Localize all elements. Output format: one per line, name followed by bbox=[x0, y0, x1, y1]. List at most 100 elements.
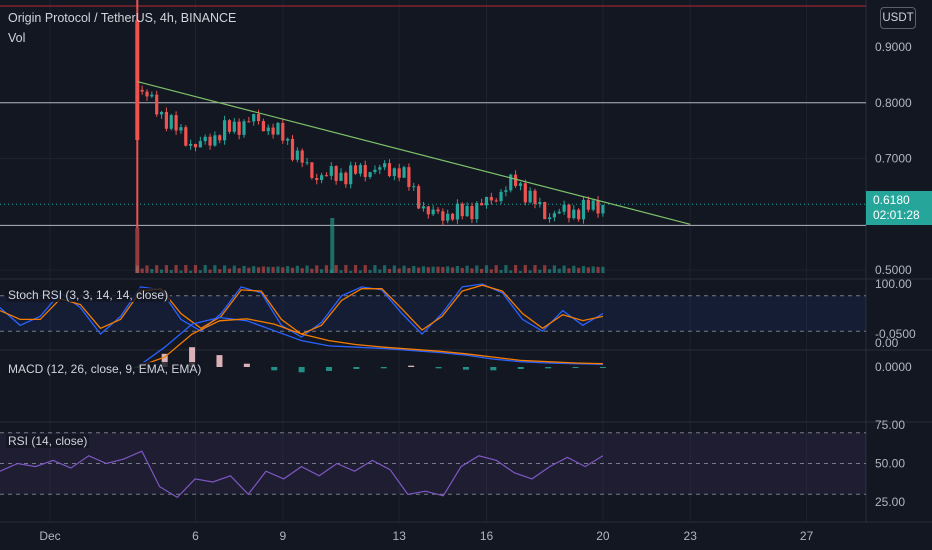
volume-bar bbox=[223, 265, 227, 273]
volume-bar bbox=[518, 270, 523, 273]
volume-bar bbox=[378, 269, 382, 273]
candle-body bbox=[174, 115, 178, 131]
volume-bar bbox=[324, 265, 329, 273]
volume-bar bbox=[159, 269, 164, 273]
bar-countdown: 02:01:28 bbox=[873, 208, 920, 222]
macd-pane bbox=[134, 316, 606, 373]
volume-label[interactable]: Vol bbox=[8, 31, 26, 45]
macd-label[interactable]: MACD (12, 26, close, 9, EMA, EMA) bbox=[6, 362, 204, 376]
volume-bar bbox=[358, 270, 362, 273]
macd-histogram-bar bbox=[326, 367, 333, 371]
volume-bar bbox=[581, 266, 586, 273]
volume-bar bbox=[295, 265, 299, 273]
candle-body bbox=[407, 167, 411, 187]
volume-bar bbox=[426, 267, 430, 273]
volume-bar bbox=[252, 266, 256, 273]
candle-body bbox=[179, 127, 183, 131]
candle-body bbox=[334, 166, 338, 181]
volume-bar bbox=[441, 267, 445, 273]
candle-body bbox=[446, 213, 450, 221]
volume-bar bbox=[528, 270, 532, 273]
volume-bar bbox=[460, 267, 464, 273]
volume-bar bbox=[145, 265, 149, 273]
candle-body bbox=[159, 111, 164, 115]
volume-bar bbox=[334, 265, 338, 273]
candle-body bbox=[441, 211, 445, 221]
candle-body bbox=[213, 135, 217, 146]
candle-body bbox=[276, 122, 280, 135]
volume-bar bbox=[315, 265, 319, 273]
currency-badge[interactable]: USDT bbox=[880, 7, 916, 29]
candle-body bbox=[266, 127, 270, 132]
volume-bar bbox=[543, 265, 547, 273]
volume-bar bbox=[484, 265, 489, 273]
candle-body bbox=[363, 165, 367, 177]
volume-bar bbox=[349, 270, 353, 273]
volume-bar bbox=[373, 265, 377, 273]
candle-body bbox=[324, 175, 329, 177]
macd-histogram-bar bbox=[353, 367, 360, 369]
candle-body bbox=[198, 141, 202, 148]
candle-body bbox=[402, 167, 406, 178]
volume-bar bbox=[523, 265, 527, 273]
macd-tick-label: 0.0000 bbox=[875, 360, 912, 374]
macd-histogram-bar bbox=[408, 365, 415, 367]
symbol-title[interactable]: Origin Protocol / TetherUS, 4h, BINANCE bbox=[8, 11, 237, 25]
volume-bars bbox=[135, 218, 605, 273]
time-tick-label: 20 bbox=[596, 529, 610, 543]
volume-bar bbox=[455, 265, 459, 273]
candle-body bbox=[489, 196, 493, 201]
volume-bar bbox=[271, 266, 275, 273]
candle-body bbox=[504, 190, 508, 192]
volume-bar bbox=[601, 266, 605, 273]
candle-body bbox=[232, 121, 236, 132]
candle-body bbox=[208, 136, 212, 146]
volume-bar bbox=[140, 268, 144, 273]
candle-body bbox=[392, 168, 396, 177]
time-tick-label: 13 bbox=[393, 529, 407, 543]
volume-bar bbox=[300, 268, 304, 273]
candle-body bbox=[417, 186, 421, 209]
stoch-rsi-label[interactable]: Stoch RSI (3, 3, 14, 14, close) bbox=[6, 288, 171, 302]
candle-body bbox=[140, 89, 144, 92]
rsi-pane bbox=[0, 432, 866, 499]
candle-body bbox=[543, 202, 547, 220]
volume-bar bbox=[169, 270, 173, 273]
candle-body bbox=[518, 183, 523, 186]
candle-body bbox=[339, 172, 343, 181]
candle-body bbox=[373, 169, 377, 173]
volume-bar bbox=[494, 265, 498, 273]
candle-body bbox=[465, 206, 469, 217]
candle-body bbox=[155, 94, 159, 115]
candle-body bbox=[572, 209, 576, 219]
current-price-tag: 0.6180 02:01:28 bbox=[866, 191, 932, 225]
volume-bar bbox=[155, 265, 159, 273]
candle-body bbox=[547, 217, 552, 220]
candle-body bbox=[562, 204, 566, 212]
volume-bar bbox=[174, 265, 178, 273]
stoch-k-line bbox=[0, 283, 604, 338]
volume-bar bbox=[150, 269, 154, 273]
rsi-label[interactable]: RSI (14, close) bbox=[6, 434, 90, 448]
macd-signal-line bbox=[137, 318, 603, 368]
candle-body bbox=[286, 138, 290, 141]
candle-body bbox=[475, 203, 479, 220]
volume-bar bbox=[591, 266, 595, 273]
candle-body bbox=[218, 135, 222, 141]
volume-bar bbox=[470, 268, 474, 273]
macd-histogram-bar bbox=[572, 367, 579, 368]
candle-body bbox=[203, 136, 207, 142]
volume-bar bbox=[203, 265, 207, 273]
volume-bar bbox=[305, 265, 309, 273]
volume-bar bbox=[281, 267, 285, 273]
candle-body bbox=[145, 91, 149, 97]
volume-bar bbox=[290, 267, 295, 273]
spike-body bbox=[135, 20, 140, 140]
volume-bar bbox=[577, 267, 581, 273]
trendline[interactable] bbox=[137, 80, 691, 225]
candle-body bbox=[189, 143, 193, 146]
volume-bar bbox=[552, 265, 556, 273]
candle-body bbox=[480, 203, 484, 206]
candle-body bbox=[247, 121, 251, 123]
